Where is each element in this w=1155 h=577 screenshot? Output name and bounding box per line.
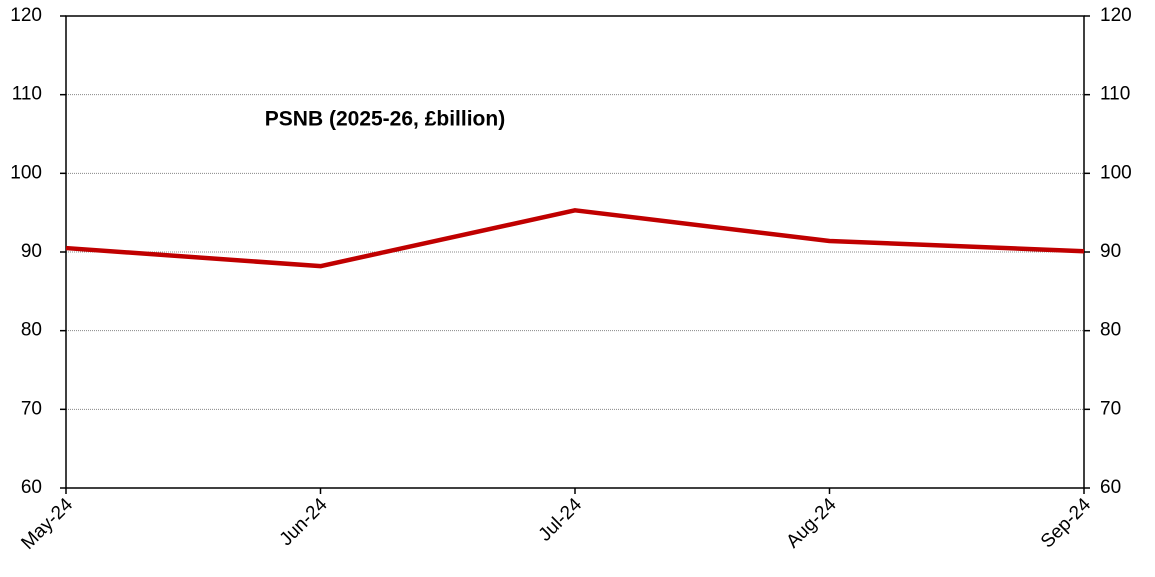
y2-tick-label: 60 — [1100, 477, 1121, 498]
x-tick-label: Sep-24 — [1037, 494, 1095, 552]
y-tick-label: 90 — [21, 241, 42, 262]
y-tick-label: 120 — [10, 5, 42, 26]
y2-tick-label: 110 — [1100, 84, 1130, 105]
y2-tick-label: 80 — [1100, 320, 1121, 341]
x-tick-label: May-24 — [17, 494, 77, 554]
y-tick-label: 100 — [10, 162, 42, 183]
line-series — [65, 208, 1085, 269]
x-tick-label: Jul-24 — [535, 494, 587, 546]
y-tick-label: 110 — [12, 84, 42, 105]
y-tick-label: 80 — [21, 320, 42, 341]
y-tick-label: 70 — [21, 398, 42, 419]
chart-title: PSNB (2025-26, £billion) — [265, 108, 505, 131]
x-tick-label: Jun-24 — [276, 494, 332, 550]
y2-tick-label: 70 — [1100, 398, 1121, 419]
y2-tick-label: 90 — [1100, 241, 1121, 262]
y-tick-label: 60 — [21, 477, 42, 498]
x-tick-label: Aug-24 — [782, 494, 840, 552]
y2-tick-label: 120 — [1100, 5, 1132, 26]
y2-tick-label: 100 — [1100, 162, 1132, 183]
